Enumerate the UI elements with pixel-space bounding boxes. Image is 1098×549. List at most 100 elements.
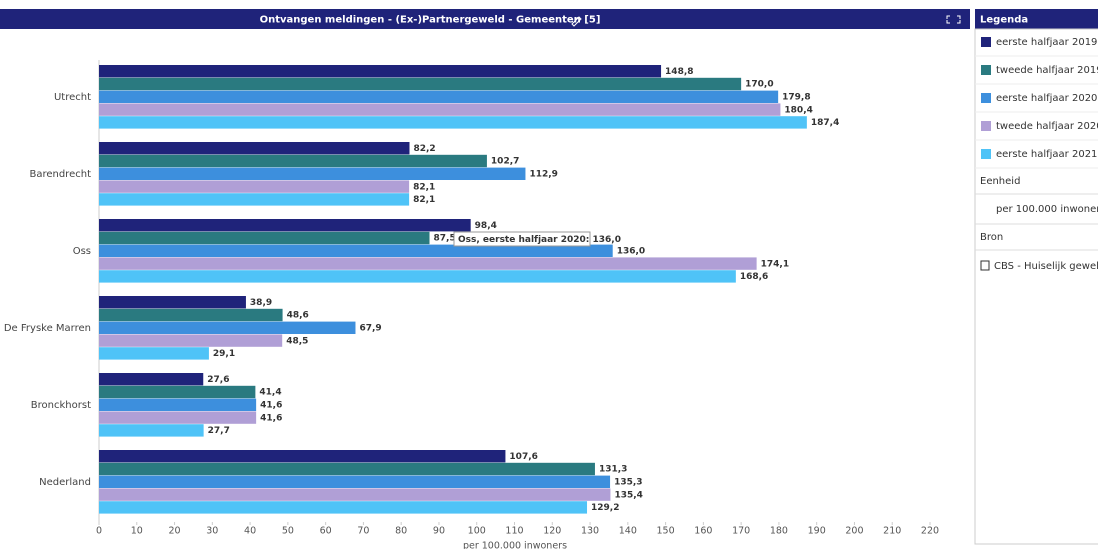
x-tick-label: 50 (282, 526, 294, 537)
x-tick-label: 160 (694, 526, 712, 537)
title-bar (0, 9, 970, 29)
legend-swatch (981, 121, 991, 131)
bar[interactable] (99, 231, 430, 245)
bar[interactable] (99, 270, 736, 283)
bar[interactable] (99, 411, 257, 424)
legend-label[interactable]: eerste halfjaar 2019 (996, 37, 1097, 48)
y-tick-label: Utrecht (54, 92, 91, 103)
bar[interactable] (99, 450, 506, 463)
bar[interactable] (99, 385, 256, 399)
value-label: 41,6 (260, 413, 282, 423)
legend-label[interactable]: eerste halfjaar 2021 (996, 149, 1097, 160)
y-tick-label: Bronckhorst (31, 400, 91, 411)
value-label: 41,6 (260, 401, 282, 411)
x-tick-label: 40 (244, 526, 256, 537)
x-tick-label: 30 (206, 526, 218, 537)
legend-swatch (981, 65, 991, 75)
bar[interactable] (99, 116, 807, 129)
value-label: 82,1 (413, 195, 435, 205)
legend-label[interactable]: tweede halfjaar 2020 (996, 121, 1098, 132)
value-label: 135,4 (614, 490, 642, 500)
legend-swatch (981, 37, 991, 47)
tooltip-box (453, 231, 591, 247)
x-tick-label: 90 (433, 526, 445, 537)
bar[interactable] (99, 321, 356, 334)
value-label: 179,8 (782, 93, 810, 103)
bar[interactable] (99, 193, 410, 206)
value-label: 129,2 (591, 503, 619, 513)
legend-panel (974, 28, 1098, 545)
x-tick-label: 0 (96, 526, 102, 537)
x-tick-label: 210 (883, 526, 901, 537)
x-tick-label: 180 (770, 526, 788, 537)
x-tick-label: 10 (131, 526, 143, 537)
unit: per 100.000 inwoners (996, 204, 1098, 215)
bar[interactable] (99, 501, 588, 514)
value-label: 38,9 (250, 298, 272, 308)
bar[interactable] (99, 347, 209, 360)
value-label: 168,6 (740, 272, 768, 282)
bar[interactable] (99, 142, 410, 155)
bar[interactable] (99, 334, 283, 347)
x-tick-label: 120 (543, 526, 561, 537)
source[interactable]: CBS - Huiselijk geweld (994, 261, 1098, 272)
legend-label[interactable]: eerste halfjaar 2020 (996, 93, 1097, 104)
bar[interactable] (99, 77, 742, 91)
bar[interactable] (99, 180, 410, 193)
bar[interactable] (99, 488, 611, 501)
source-icon (980, 260, 990, 271)
value-label: 131,3 (599, 465, 627, 475)
value-label: 136,0 (617, 247, 645, 257)
x-tick-label: 60 (320, 526, 332, 537)
value-label: 102,7 (491, 157, 519, 167)
bar[interactable] (99, 244, 613, 257)
value-label: 174,1 (761, 259, 789, 269)
source-title: Bron (980, 232, 1003, 243)
y-tick-label: Barendrecht (29, 169, 91, 180)
legend-swatch (981, 93, 991, 103)
value-label: 67,9 (359, 324, 381, 334)
x-tick-label: 220 (921, 526, 939, 537)
x-tick-label: 110 (505, 526, 523, 537)
value-label: 180,4 (784, 105, 812, 115)
x-tick-label: 130 (581, 526, 599, 537)
fullscreen-icon[interactable] (946, 15, 961, 24)
tooltip: Oss, eerste halfjaar 2020: 136,0 (453, 231, 621, 247)
edit-icon[interactable] (571, 16, 582, 27)
value-label: 98,4 (475, 221, 497, 231)
x-tick-label: 80 (395, 526, 407, 537)
bar[interactable] (99, 154, 487, 168)
value-label: 170,0 (745, 80, 773, 90)
x-tick-label: 20 (168, 526, 180, 537)
bar[interactable] (99, 90, 779, 103)
bar[interactable] (99, 462, 595, 476)
bar[interactable] (99, 219, 471, 232)
x-tick-label: 100 (468, 526, 486, 537)
value-label: 27,6 (207, 375, 229, 385)
x-tick-label: 150 (657, 526, 675, 537)
bar[interactable] (99, 424, 204, 437)
unit-title: Eenheid (980, 176, 1020, 187)
y-tick-label: De Fryske Marren (4, 323, 91, 334)
x-axis-label: per 100.000 inwoners (463, 541, 567, 549)
value-label: 27,7 (208, 426, 230, 436)
bar[interactable] (99, 296, 246, 309)
bar[interactable] (99, 65, 662, 78)
bar[interactable] (99, 373, 204, 386)
chart-title: Ontvangen meldingen - (Ex-)Partnergeweld… (260, 15, 601, 26)
value-label: 187,4 (811, 118, 839, 128)
value-label: 29,1 (213, 349, 235, 359)
legend-header (975, 9, 1098, 29)
tooltip-text: Oss, eerste halfjaar 2020: 136,0 (458, 235, 621, 245)
bar[interactable] (99, 308, 283, 322)
value-label: 82,2 (413, 144, 435, 154)
bar[interactable] (99, 257, 757, 270)
bar[interactable] (99, 103, 781, 116)
bar[interactable] (99, 398, 257, 411)
bar[interactable] (99, 475, 611, 488)
legend-label[interactable]: tweede halfjaar 2019 (996, 65, 1098, 76)
value-label: 107,6 (509, 452, 537, 462)
x-tick-label: 200 (845, 526, 863, 537)
bar[interactable] (99, 167, 526, 180)
